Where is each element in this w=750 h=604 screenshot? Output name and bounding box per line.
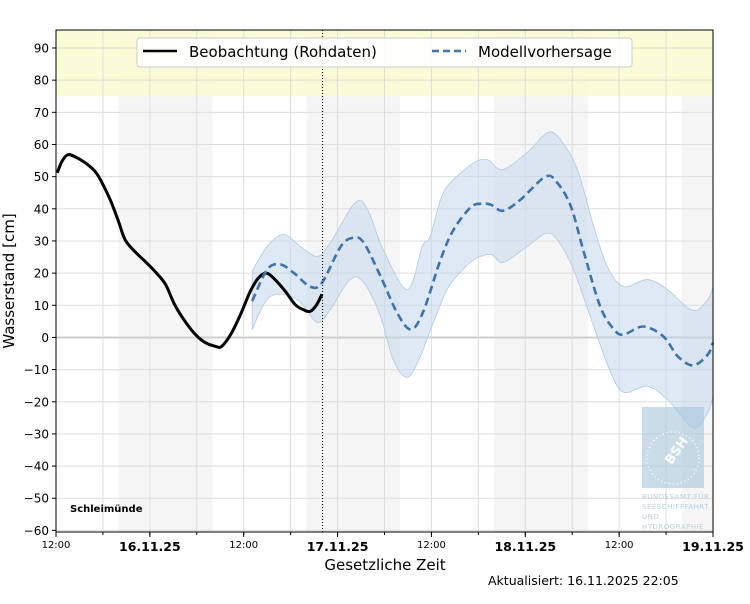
logo-text-line: BUNDESAMT FÜR [642,492,709,501]
legend-box [136,37,633,68]
y-tick-label: −20 [24,395,49,409]
logo-text-line: HYDROGRAPHIE [642,523,704,531]
y-tick-label: 80 [34,74,49,88]
legend: Beobachtung (Rohdaten) Modellvorhersage [136,37,633,68]
forecast-line [251,174,715,367]
y-tick-label: 90 [34,42,49,56]
y-tick-label: 40 [34,202,49,216]
uncertainty-band [251,131,714,429]
logo-dotted-circle [646,431,700,485]
x-tick-label: 16.11.25 [119,539,181,554]
y-tick-label: −10 [24,363,49,377]
y-tick-label: 50 [34,170,49,184]
y-tick-label: 0 [41,331,49,345]
legend-observation-label: Beobachtung (Rohdaten) [189,43,377,61]
x-tick-label: 17.11.25 [307,539,369,554]
observation-line [55,153,324,349]
y-tick-label: −30 [24,427,49,441]
updated-timestamp: Aktualisiert: 16.11.2025 22:05 [488,573,679,588]
axes: −60 −50 −40 −30 −20 −10 0 10 20 30 40 50 60 70 80 90 12:… [24,29,744,554]
logo-square [642,407,704,488]
series-lines [55,153,715,367]
y-tick-label: −60 [24,524,49,538]
y-tick-label: 60 [34,138,49,152]
x-tick-label: 12:00 [42,540,71,551]
uncertainty-area [251,131,714,429]
y-tick-label: −40 [24,460,49,474]
x-tick-label: 12:00 [229,540,258,551]
x-tick-label: 12:00 [605,540,634,551]
y-tick-label: 70 [34,106,49,120]
x-tick-label: 18.11.25 [494,539,556,554]
y-tick-label: 10 [34,299,49,313]
y-axis-label: Wasserstand [cm] [0,213,18,348]
x-tick-label: 19.11.25 [682,539,744,554]
night-band [118,30,213,532]
y-tick-label: 30 [34,234,49,248]
logo-text-line: SEESCHIFFFAHRT [642,503,709,511]
x-tick-label: 12:00 [417,540,446,551]
legend-forecast-label: Modellvorhersage [478,43,612,61]
logo-text-line: UND [642,513,659,521]
y-tick-label: −50 [24,492,49,506]
night-band [494,30,588,532]
x-axis-label: Gesetzliche Zeit [324,556,445,574]
station-label: Schleimünde [70,504,143,515]
y-tick-label: 20 [34,267,49,281]
